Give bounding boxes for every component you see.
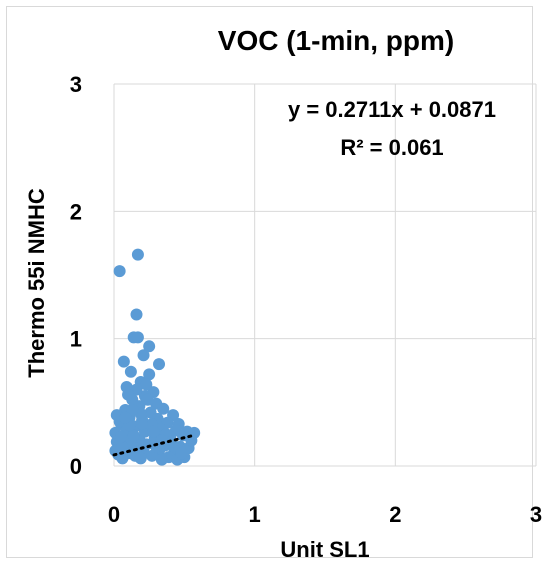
data-point: [153, 358, 166, 371]
data-point: [155, 453, 168, 466]
trendline: [112, 433, 196, 457]
data-points: [109, 248, 201, 466]
data-point: [119, 411, 132, 424]
data-point: [145, 449, 158, 462]
x-tick-label: 3: [530, 502, 542, 527]
data-point: [134, 452, 147, 465]
chart-title: VOC (1-min, ppm): [218, 25, 454, 56]
data-point: [143, 368, 156, 381]
r-squared-label: R² = 0.061: [340, 135, 443, 160]
data-point: [131, 331, 144, 344]
x-tick-label: 2: [389, 502, 401, 527]
y-axis-label: Thermo 55i NMHC: [24, 188, 49, 378]
data-point: [136, 417, 149, 430]
x-axis-label: Unit SL1: [280, 537, 369, 562]
data-point: [157, 402, 170, 415]
x-tick-labels: 0 1 2 3: [108, 502, 542, 527]
data-point: [143, 340, 156, 353]
data-point: [175, 447, 188, 460]
grid: [113, 83, 537, 467]
x-tick-label: 0: [108, 502, 120, 527]
y-tick-labels: 0 1 2 3: [70, 72, 82, 479]
y-tick-label: 3: [70, 72, 82, 97]
data-point: [137, 349, 150, 362]
trendline-equation: y = 0.2711x + 0.0871: [288, 97, 496, 122]
data-point: [127, 429, 140, 442]
data-point: [116, 440, 129, 453]
data-point: [140, 378, 153, 391]
y-tick-label: 1: [70, 327, 82, 352]
x-tick-label: 1: [249, 502, 261, 527]
data-point: [122, 388, 135, 401]
y-tick-label: 0: [70, 454, 82, 479]
data-point: [117, 355, 130, 368]
data-point: [147, 425, 160, 438]
data-point: [126, 403, 139, 416]
data-point: [115, 430, 128, 443]
trendline-group: [112, 433, 196, 457]
data-point: [124, 365, 137, 378]
data-point: [131, 248, 144, 261]
data-point: [141, 393, 154, 406]
y-tick-label: 2: [70, 199, 82, 224]
data-point: [116, 452, 129, 465]
data-point: [113, 265, 126, 278]
data-point: [155, 434, 168, 447]
data-point: [130, 308, 143, 321]
